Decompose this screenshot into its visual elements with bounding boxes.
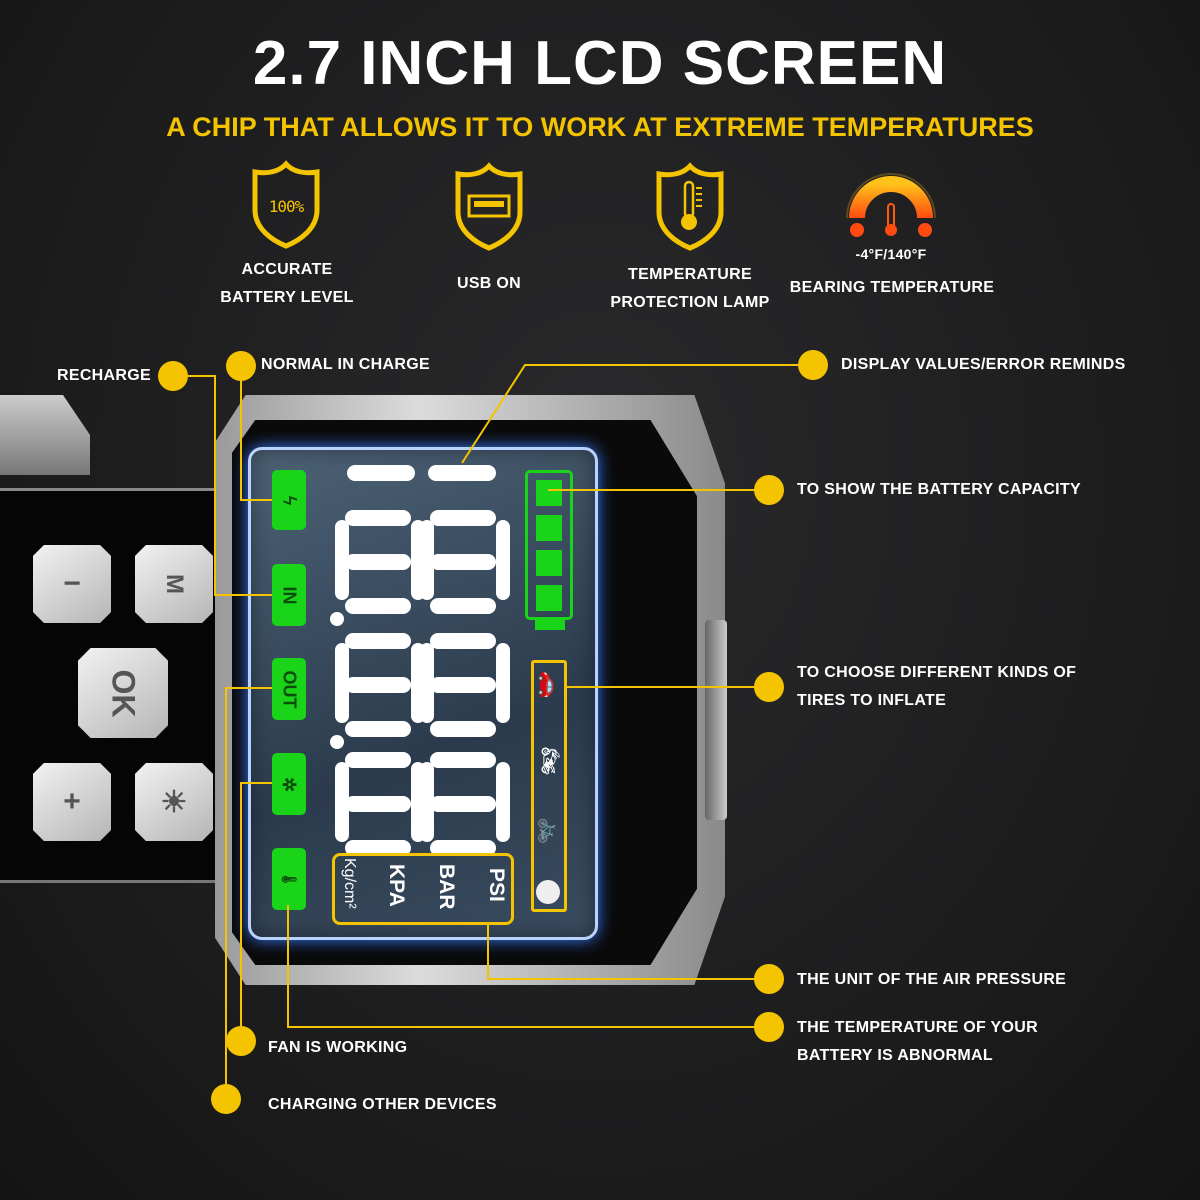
lcd-segment [430,510,496,526]
lcd-segment [335,643,349,723]
minus-button[interactable]: − [33,545,111,623]
lcd-segment [420,520,434,600]
usb-shield-icon [452,162,526,257]
lcd-segment [345,840,411,856]
callout-fan: FAN IS WORKING [268,1039,408,1056]
gauge-range: -4°F/140°F [855,246,927,262]
lcd-segment [428,465,496,481]
in-indicator: IN [272,564,306,626]
battery-bar [536,515,562,541]
callout-dot [226,1026,256,1056]
pressure-unit-box [332,853,514,925]
lcd-segment [345,752,411,768]
lcd-colon-dot [330,612,344,626]
battery-bar [536,480,562,506]
lcd-segment [345,796,411,812]
feature-label: USB ON [456,275,522,292]
callout-dot [158,361,188,391]
lcd-segment [335,762,349,842]
callout-dot [754,1012,784,1042]
lcd-segment [345,554,411,570]
temperature-gauge-icon [835,150,947,245]
callout-charging-other: CHARGING OTHER DEVICES [268,1096,497,1113]
plus-button[interactable]: + [33,763,111,841]
callout-line: TO CHOOSE DIFFERENT KINDS OF [797,664,1077,681]
lcd-colon-dot [330,735,344,749]
callout-air-pressure: THE UNIT OF THE AIR PRESSURE [797,971,1067,988]
lcd-segment [496,520,510,600]
mode-button[interactable]: M [135,545,213,623]
callout-dot [754,964,784,994]
callout-battery-temperature: THE TEMPERATURE OF YOUR BATTERY IS ABNORM… [797,1014,1038,1070]
battery-capacity-indicator [525,470,573,620]
page-title: 2.7 INCH LCD SCREEN [252,29,948,98]
feature-usb-on: USB ON [389,270,589,298]
battery-bar [536,585,562,611]
callout-dot [798,350,828,380]
feature-label: PROTECTION LAMP [610,294,770,311]
feature-accurate-battery: ACCURATE BATTERY LEVEL [187,256,387,312]
battery-percent-shield-icon [249,160,323,255]
lcd-segment [345,510,411,526]
callout-line: BATTERY IS ABNORMAL [797,1047,993,1064]
lcd-segment [420,643,434,723]
callout-battery-capacity: TO SHOW THE BATTERY CAPACITY [797,481,1081,498]
callout-dot [754,672,784,702]
callout-display-values: DISPLAY VALUES/ERROR REMINDS [841,356,1126,373]
subtitle: A CHIP THAT ALLOWS IT TO WORK AT EXTREME… [166,112,1034,142]
recharge-indicator: ϟ [272,470,306,530]
lcd-segment [335,520,349,600]
callout-recharge: RECHARGE [57,367,151,384]
battery-terminal [535,620,565,630]
light-button[interactable]: ☀ [135,763,213,841]
callout-normal-in-charge: NORMAL IN CHARGE [261,356,430,373]
callout-dot [211,1084,241,1114]
battery-percent-text: 100% [268,197,305,216]
feature-temperature-lamp: TEMPERATURE PROTECTION LAMP [590,261,790,317]
callout-tires: TO CHOOSE DIFFERENT KINDS OF TIRES TO INF… [797,659,1076,715]
ball-icon [536,880,560,904]
lcd-segment [430,554,496,570]
callout-dot [754,475,784,505]
feature-label: TEMPERATURE [628,266,752,283]
lcd-segment [430,598,496,614]
fan-indicator: ✲ [272,753,306,815]
lcd-segment [430,721,496,737]
lcd-segment [345,598,411,614]
side-button [705,620,727,820]
lcd-segment [345,633,411,649]
feature-label: ACCURATE [241,261,333,278]
lcd-segment [496,762,510,842]
lcd-segment [347,465,415,481]
tire-type-selector [531,660,567,912]
feature-label: BEARING TEMPERATURE [789,279,995,296]
callout-dot [226,351,256,381]
battery-bar [536,550,562,576]
out-indicator: OUT [272,658,306,720]
feature-bearing-temperature: BEARING TEMPERATURE [767,274,1017,302]
temperature-indicator: 🌡 [272,848,306,910]
lcd-segment [430,752,496,768]
callout-line: TIRES TO INFLATE [797,692,947,709]
lcd-segment [430,796,496,812]
lcd-segment [496,643,510,723]
lcd-segment [420,762,434,842]
lcd-segment [345,677,411,693]
lcd-segment [430,677,496,693]
ok-button[interactable]: OK [78,648,168,738]
callout-line: THE TEMPERATURE OF YOUR [797,1019,1038,1036]
thermometer-shield-icon [653,162,727,257]
lcd-segment [430,840,496,856]
feature-label: BATTERY LEVEL [220,289,354,306]
lcd-segment [345,721,411,737]
lcd-segment [430,633,496,649]
